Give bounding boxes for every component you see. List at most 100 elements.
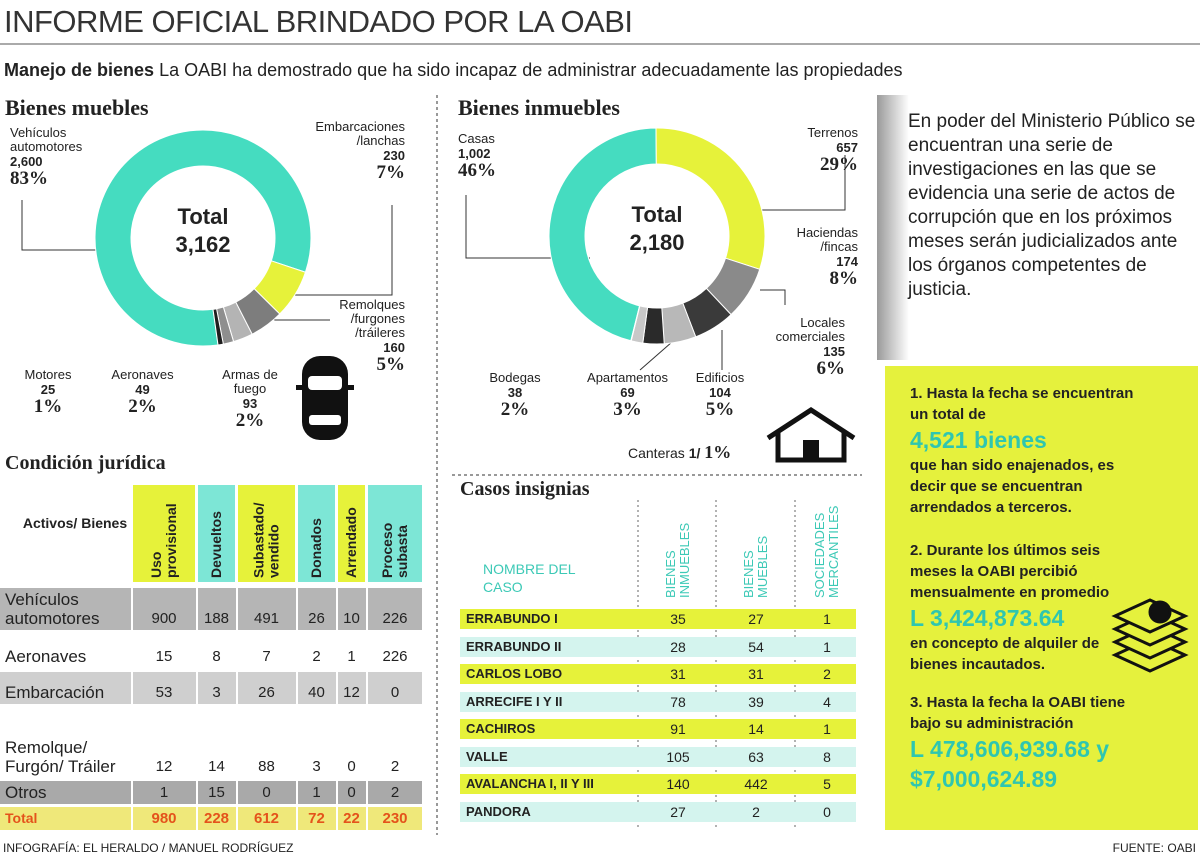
value-label: 38: [507, 385, 523, 400]
cell-sep: [131, 807, 133, 830]
row-label: Otros: [5, 783, 47, 802]
note-highlight: $7,000,624.89: [910, 766, 1058, 792]
table-cell: 10: [343, 610, 360, 627]
note-text: 2. Durante los últimos seis meses la OAB…: [910, 542, 1110, 601]
table-cell: 4: [823, 693, 831, 710]
table-cell: 8: [823, 748, 831, 765]
source: FUENTE: OABI: [1112, 841, 1196, 855]
slice-label: Edificios 104 5%: [680, 371, 760, 420]
column-header: Subastado/ vendido: [238, 485, 295, 582]
row-band: [0, 807, 422, 830]
table-cell: 105: [666, 748, 690, 765]
slice-label: Locales comerciales 135 6%: [755, 316, 845, 379]
slice-label: Armas de fuego 93 2%: [210, 368, 290, 431]
table-cell: 2: [390, 784, 400, 801]
percent-label: 3%: [613, 399, 642, 420]
donut-segment: [94, 129, 312, 347]
note-text: que han sido enajenados, es decir que se…: [910, 457, 1115, 516]
percent-label: 5%: [376, 354, 406, 375]
table-cell: 1: [347, 648, 356, 665]
slice-label: Embarcaciones /lanchas 230 7%: [285, 120, 405, 183]
subtitle-text: La OABI ha demostrado que ha sido incapa…: [159, 60, 903, 80]
cell-sep: [366, 807, 368, 830]
cell-sep: [236, 588, 238, 630]
category-label: Bodegas: [489, 370, 541, 385]
note: 1. Hasta la fecha se encuentran un total…: [910, 383, 1145, 518]
table-cell: 1: [312, 784, 321, 801]
value-label: 174: [836, 254, 858, 269]
row-band: [0, 707, 422, 778]
value-label: 2,600: [10, 154, 43, 169]
table-cell: 35: [670, 611, 686, 627]
table-cell: 140: [666, 776, 690, 792]
slice-label: Canteras 1/ 1%: [628, 442, 731, 463]
case-name: AVALANCHA I, II Y III: [466, 776, 594, 791]
cell-sep: [236, 672, 238, 704]
notes-box: [885, 366, 1198, 830]
donut-segment: [212, 308, 224, 346]
value-label: 69: [620, 385, 635, 400]
table-cell: 31: [670, 666, 686, 682]
table-cell: 15: [208, 784, 225, 801]
category-label: Apartamentos: [587, 370, 668, 385]
table-cell: 0: [347, 758, 356, 775]
value-label: 25: [40, 382, 56, 397]
table-cell: 980: [151, 810, 177, 827]
row-band: [0, 672, 422, 704]
note-text: 1. Hasta la fecha se encuentran un total…: [910, 385, 1134, 423]
column-header: BIENES INMUEBLES: [663, 522, 692, 598]
row-band: [460, 719, 856, 739]
slice-label: Vehículos automotores 2,600 83%: [10, 126, 120, 189]
table-cell: 12: [343, 684, 360, 701]
cell-sep: [236, 781, 238, 804]
category-label: Embarcaciones /lanchas: [315, 119, 405, 148]
table-cell: 91: [670, 721, 686, 737]
note: 2. Durante los últimos seis meses la OAB…: [910, 540, 1145, 675]
cell-sep: [131, 588, 133, 630]
table-cell: 54: [748, 638, 764, 655]
donut-segment: [630, 305, 641, 342]
percent-label: 29%: [820, 154, 858, 175]
value-label: 1,002: [458, 146, 491, 161]
cell-sep: [196, 807, 198, 830]
cell-sep: [296, 807, 298, 830]
case-name: VALLE: [466, 748, 508, 764]
column-header: Arrendado: [338, 485, 365, 582]
value-label: 104: [709, 385, 731, 400]
percent-label: 46%: [458, 160, 496, 181]
table-cell: 1: [823, 638, 831, 655]
value-label: 135: [823, 344, 845, 359]
row-band: [460, 801, 856, 822]
cell-sep: [131, 672, 133, 704]
cell-sep: [296, 672, 298, 704]
subtitle: Manejo de bienes La OABI ha demostrado q…: [4, 60, 903, 81]
table-cell: 14: [748, 721, 764, 737]
percent-label: 1%: [33, 396, 63, 417]
cell-sep: [196, 588, 198, 630]
row-band: [460, 691, 856, 712]
row-band: [0, 781, 422, 804]
table-cell: 40: [308, 684, 325, 701]
case-name: ARRECIFE I Y II: [466, 693, 563, 709]
row-band: [0, 588, 422, 630]
donut-segment: [548, 127, 657, 342]
table-cell: 3: [312, 758, 321, 775]
table-cell: 900: [151, 610, 177, 627]
category-label: Haciendas /fincas: [796, 225, 858, 254]
row-label: Embarcación: [5, 683, 105, 702]
table-cell: 0: [823, 803, 831, 820]
row-label: Remolque/ Furgón/ Tráiler: [5, 738, 116, 776]
table-cell: 0: [347, 784, 356, 801]
table-cell: 72: [308, 810, 325, 827]
table-cell: 226: [382, 648, 408, 665]
value-label: 160: [383, 340, 405, 355]
table-cell: 1: [159, 784, 169, 801]
table-cell: 442: [744, 776, 768, 792]
value-label: 49: [135, 382, 150, 397]
table-cell: 14: [208, 758, 225, 775]
cell-sep: [366, 672, 368, 704]
table-cell: 53: [155, 684, 173, 701]
center-label: Total: [631, 202, 683, 227]
percent-label: 8%: [829, 268, 859, 289]
